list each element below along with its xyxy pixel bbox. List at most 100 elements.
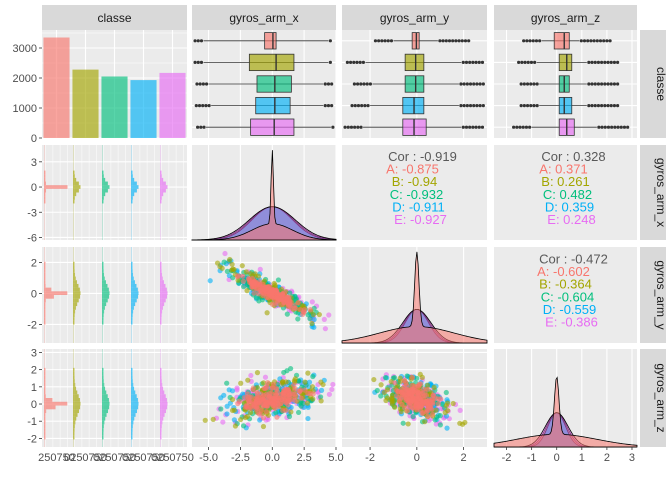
outlier-point <box>521 125 525 129</box>
cor-overall: Cor : 0.328 <box>541 149 605 164</box>
outlier-point <box>323 82 327 86</box>
bar-C <box>101 76 128 138</box>
hist-bar-B <box>73 291 81 295</box>
point-C <box>295 316 301 322</box>
point-A <box>261 392 267 398</box>
hist-bar-B <box>73 192 77 197</box>
hist-bar-E <box>160 272 163 277</box>
hist-bar-B <box>73 420 76 425</box>
outlier-point <box>353 125 357 129</box>
hist-bar-D <box>131 306 134 310</box>
hist-bar-D <box>131 313 133 318</box>
x-tick-label: 2.5 <box>296 452 311 464</box>
point-B <box>264 310 270 316</box>
hist-bar-C <box>102 283 108 288</box>
hist-bar-B <box>73 261 75 266</box>
outlier-point <box>330 104 334 108</box>
point-A <box>425 404 432 410</box>
hist-bar-B <box>73 375 75 380</box>
hist-bar-B <box>73 320 75 325</box>
point-C <box>443 389 449 396</box>
hist-bar-B <box>73 272 76 277</box>
hist-bar-B <box>73 398 80 402</box>
outlier-point <box>464 125 469 129</box>
hist-bar-C <box>102 431 104 436</box>
hist-bar-A <box>44 170 46 175</box>
outlier-point <box>380 39 384 43</box>
point-A <box>416 381 422 387</box>
point-E <box>326 312 332 318</box>
point-E <box>220 419 226 425</box>
outlier-point <box>330 82 334 86</box>
outlier-point <box>481 104 485 108</box>
x-tick-label: 0.0 <box>265 452 280 464</box>
outlier-point <box>582 39 587 43</box>
point-B <box>202 417 208 423</box>
hist-bar-A <box>44 435 46 440</box>
cor-class-E: E: -0.386 <box>545 315 598 330</box>
hist-bar-A <box>44 272 46 277</box>
outlier-point <box>612 82 617 86</box>
hist-bar-B <box>73 265 75 270</box>
outlier-point <box>603 125 607 129</box>
point-E <box>330 381 336 388</box>
hist-bar-E <box>160 177 164 182</box>
hist-bar-B <box>73 313 75 318</box>
point-A <box>413 396 419 402</box>
hist-bar-B <box>73 309 76 314</box>
point-B <box>304 400 311 406</box>
hist-bar-C <box>102 405 110 410</box>
outlier-point <box>525 104 530 108</box>
outlier-point <box>587 104 591 108</box>
outlier-point <box>533 60 537 64</box>
outlier-point <box>524 125 529 129</box>
hist-bar-A <box>44 398 53 402</box>
outlier-point <box>462 104 466 108</box>
hist-bar-A <box>44 269 46 273</box>
hist-bar-E <box>160 309 163 314</box>
outlier-point <box>520 60 524 64</box>
strip-label-right-classe: classe <box>654 67 668 101</box>
outlier-point <box>389 39 394 43</box>
outlier-point <box>519 104 523 108</box>
hist-bar-B <box>73 435 75 440</box>
hist-bar-B <box>73 382 76 387</box>
outlier-point <box>193 60 197 64</box>
hist-bar-B <box>73 181 79 186</box>
outlier-point <box>590 60 594 64</box>
point-A <box>392 380 398 386</box>
hist-bar-C <box>102 413 107 417</box>
outlier-point <box>438 39 442 43</box>
y-tick-label: 2000 <box>13 73 37 85</box>
outlier-point <box>616 104 620 108</box>
hist-bar-A <box>44 177 46 182</box>
hist-bar-E <box>160 386 164 391</box>
point-C <box>382 375 389 381</box>
outlier-point <box>195 82 199 86</box>
cor-overall: Cor : -0.472 <box>539 252 608 267</box>
hist-bar-A <box>44 409 47 414</box>
hist-bar-D <box>131 398 138 402</box>
hist-bar-C <box>102 428 104 432</box>
point-C <box>273 410 279 416</box>
hist-bar-D <box>131 386 135 391</box>
hist-bar-D <box>131 390 136 395</box>
point-A <box>429 411 436 417</box>
point-E <box>309 299 315 305</box>
hist-bar-D <box>131 424 133 429</box>
point-A <box>255 410 261 416</box>
point-C <box>305 312 311 318</box>
hist-bar-D <box>131 413 136 417</box>
point-C <box>275 277 282 283</box>
point-A <box>310 391 316 397</box>
strip-label-right-gyros_arm_z: gyros_arm_z <box>654 363 668 432</box>
point-A <box>234 274 241 280</box>
hist-bar-E <box>160 276 163 281</box>
point-C <box>317 394 324 400</box>
point-A <box>400 391 406 398</box>
point-A <box>237 398 243 404</box>
x-tick-label: -2.5 <box>231 452 250 464</box>
outlier-point <box>596 104 601 108</box>
point-C <box>287 290 293 296</box>
outlier-point <box>328 60 332 64</box>
